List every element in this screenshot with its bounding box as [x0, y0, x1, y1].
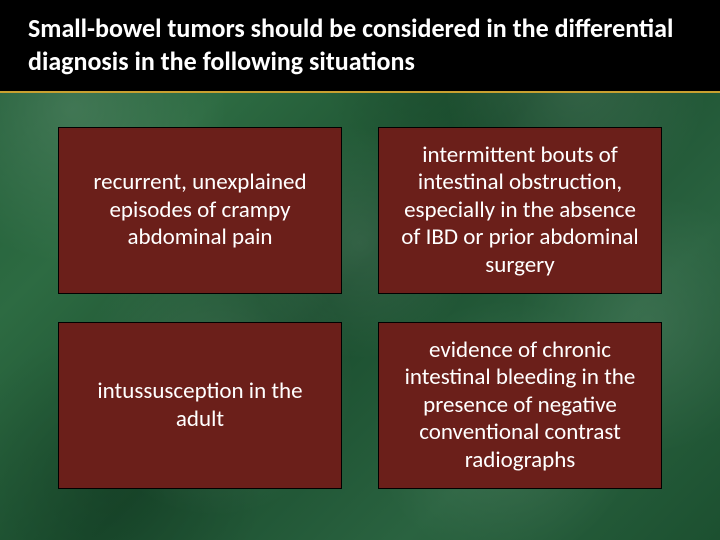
situation-card: intermittent bouts of intestinal obstruc… [378, 127, 662, 294]
situation-card: intussusception in the adult [58, 322, 342, 489]
situation-text: recurrent, unexplained episodes of cramp… [73, 169, 327, 252]
situation-text: intermittent bouts of intestinal obstruc… [393, 142, 647, 280]
situations-grid: recurrent, unexplained episodes of cramp… [0, 93, 720, 529]
situation-card: evidence of chronic intestinal bleeding … [378, 322, 662, 489]
slide-title: Small-bowel tumors should be considered … [28, 12, 673, 77]
situation-text: intussusception in the adult [73, 378, 327, 433]
situation-text: evidence of chronic intestinal bleeding … [393, 337, 647, 475]
slide-header: Small-bowel tumors should be considered … [0, 0, 720, 93]
situation-card: recurrent, unexplained episodes of cramp… [58, 127, 342, 294]
